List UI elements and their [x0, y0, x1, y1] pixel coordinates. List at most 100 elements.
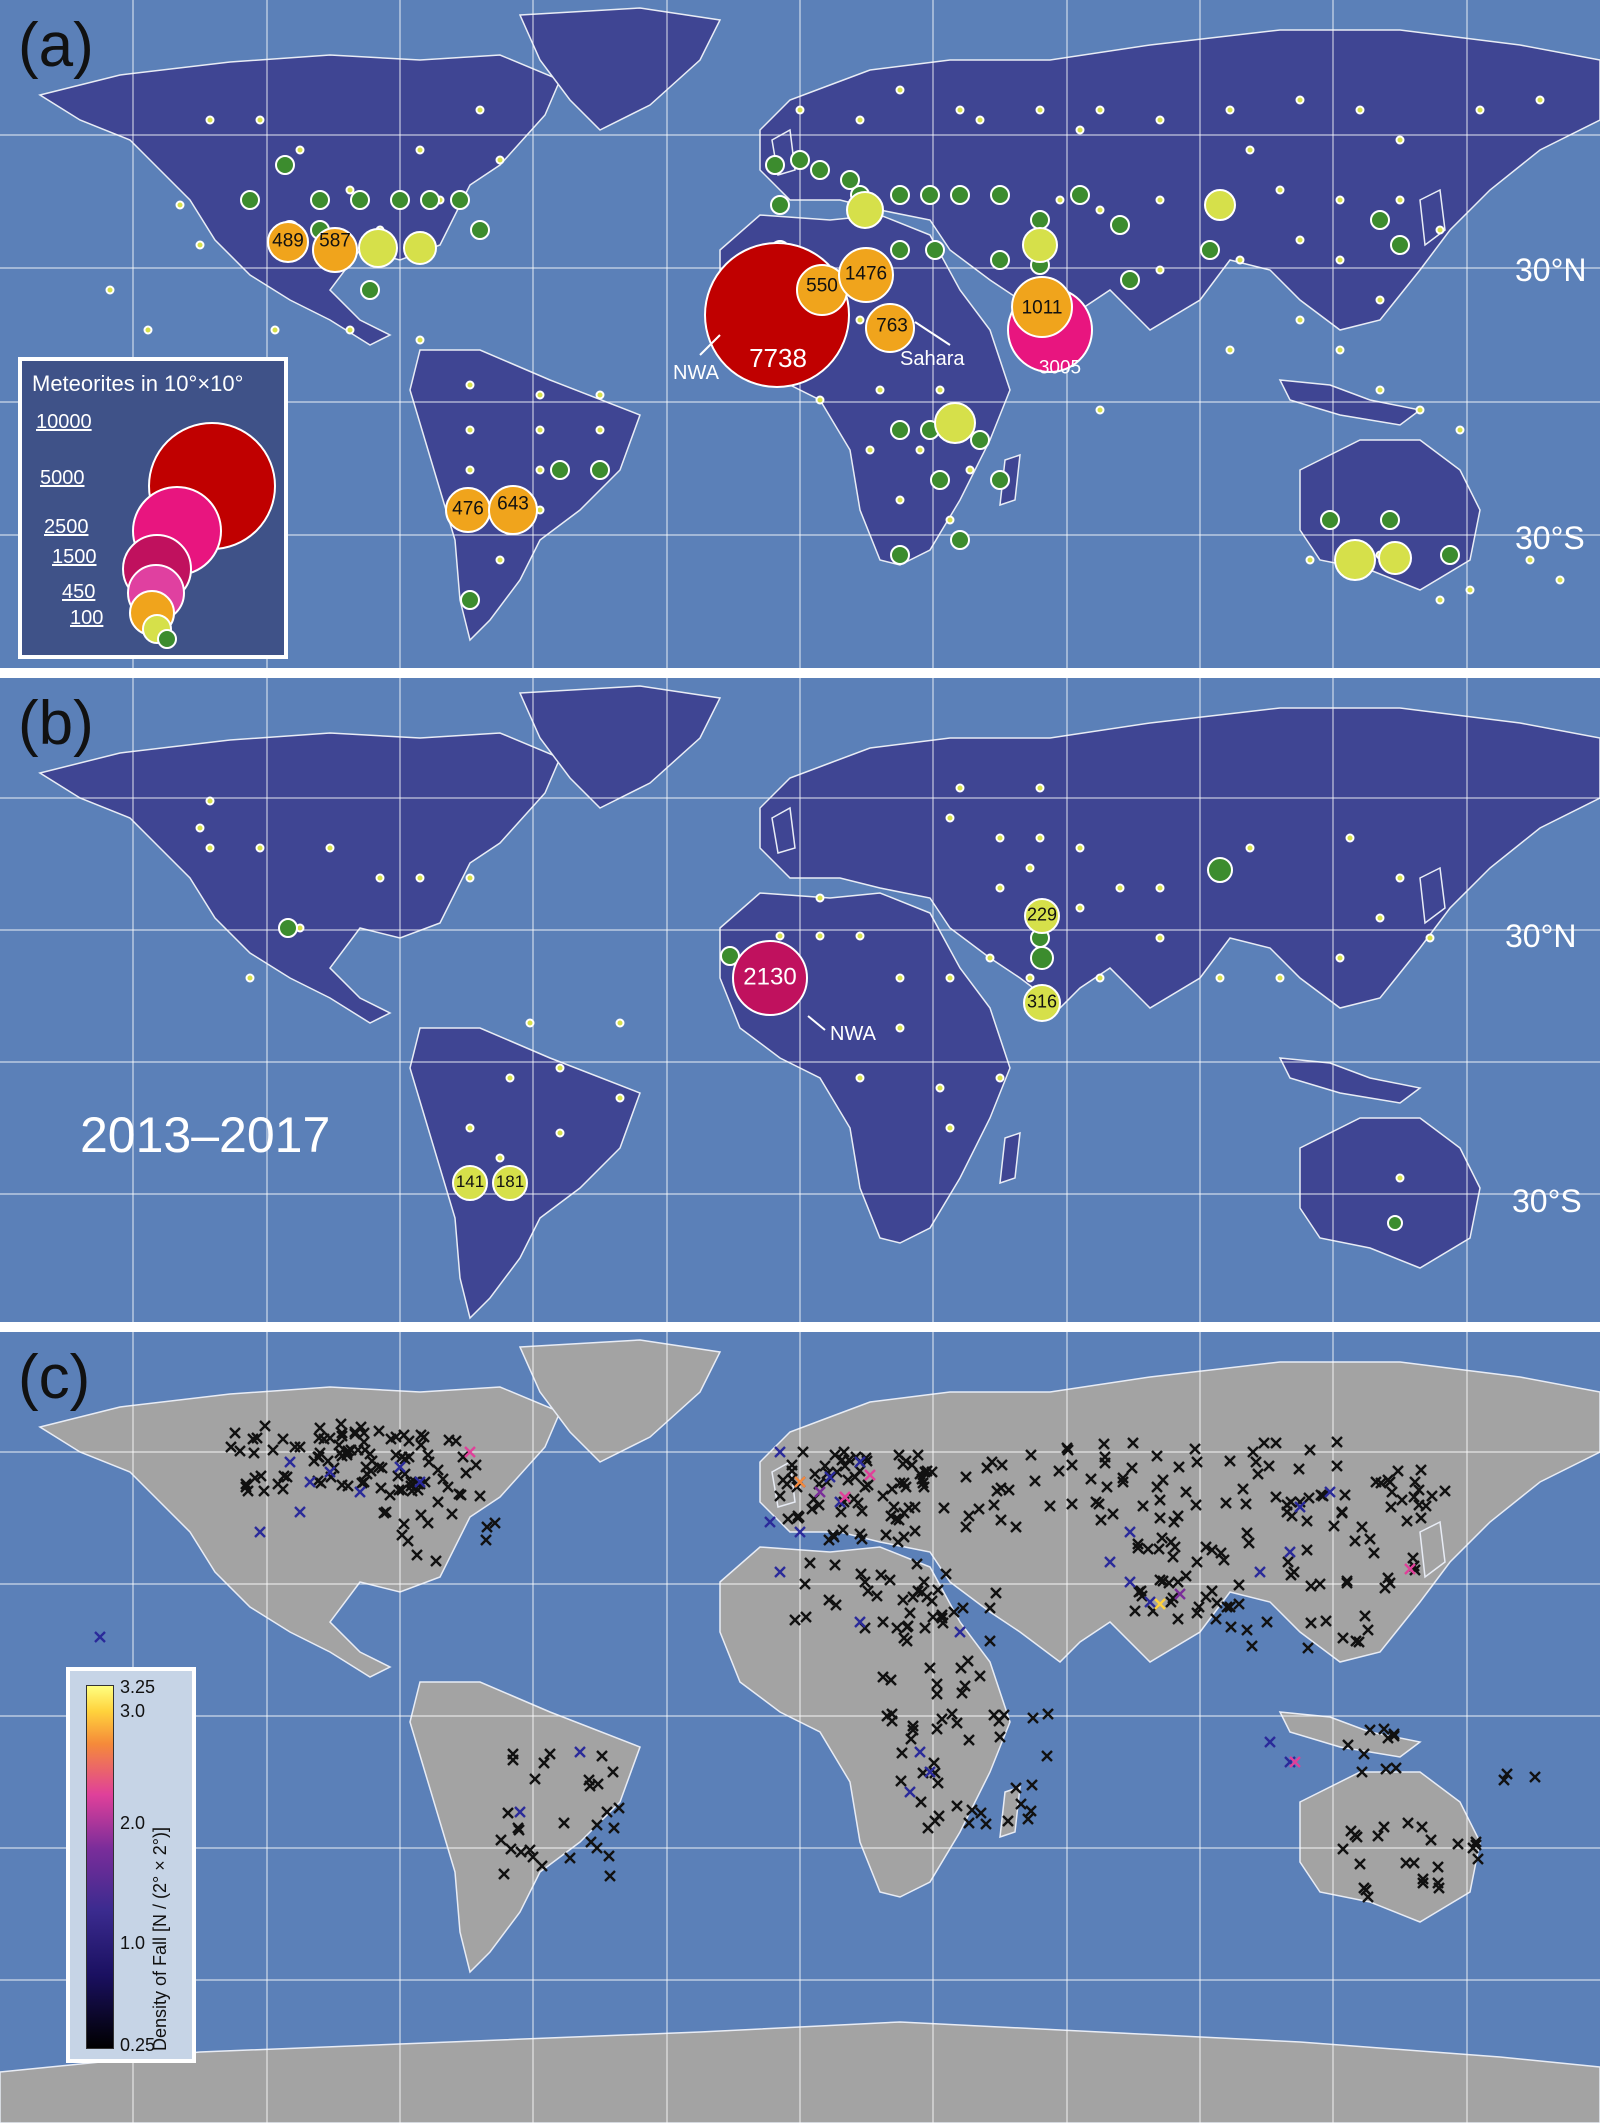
green-dot	[450, 190, 470, 210]
fall-marker	[1129, 1605, 1141, 1617]
fall-marker	[1258, 1437, 1270, 1449]
australia	[1299, 1117, 1481, 1269]
small-dot	[1395, 873, 1405, 883]
fall-marker	[973, 1503, 985, 1515]
fall-marker	[897, 1594, 909, 1606]
fall-marker	[365, 1465, 377, 1477]
fall-marker	[1172, 1613, 1184, 1625]
small-dot	[1275, 973, 1285, 983]
small-dot	[595, 390, 605, 400]
fall-marker	[1425, 1834, 1437, 1846]
small-dot	[615, 1018, 625, 1028]
small-dot	[1075, 903, 1085, 913]
fall-marker	[974, 1670, 986, 1682]
fall-marker	[1388, 1728, 1400, 1740]
panel-label-a: (a)	[18, 11, 94, 80]
fall-marker	[596, 1750, 608, 1762]
fall-marker	[838, 1446, 850, 1458]
fall-marker	[315, 1477, 327, 1489]
fall-marker	[1388, 1730, 1400, 1742]
fall-marker	[877, 1490, 889, 1502]
fall-marker	[963, 1817, 975, 1829]
fall-marker	[277, 1483, 289, 1495]
fall-marker	[855, 1568, 867, 1580]
fall-marker	[399, 1453, 411, 1465]
fall-marker	[1127, 1437, 1139, 1449]
fall-marker	[860, 1452, 872, 1464]
fall-marker	[960, 1521, 972, 1533]
fall-marker	[254, 1526, 266, 1538]
colorbar-tick: 3.0	[120, 1701, 146, 1721]
small-dot	[1075, 843, 1085, 853]
green-dot	[990, 185, 1010, 205]
bubble	[838, 247, 894, 303]
fall-marker	[1168, 1516, 1180, 1528]
green-dot	[810, 160, 830, 180]
small-dot	[855, 931, 865, 941]
fall-marker	[574, 1746, 586, 1758]
small-dot	[143, 325, 153, 335]
fall-marker	[258, 1485, 270, 1497]
fall-marker	[1200, 1541, 1212, 1553]
fall-marker	[1215, 1547, 1227, 1559]
fall-marker	[446, 1508, 458, 1520]
fall-marker	[1289, 1756, 1301, 1768]
fall-marker	[1132, 1542, 1144, 1554]
fall-marker	[1003, 1484, 1015, 1496]
fall-marker	[800, 1611, 812, 1623]
fall-marker	[1415, 1464, 1427, 1476]
fall-marker	[529, 1773, 541, 1785]
bubble	[403, 231, 437, 265]
fall-marker	[1151, 1450, 1163, 1462]
fall-marker	[251, 1432, 263, 1444]
fall-marker	[1154, 1494, 1166, 1506]
fall-marker	[1432, 1861, 1444, 1873]
fall-marker	[373, 1425, 385, 1437]
annotation-lines	[807, 1015, 826, 1031]
green-dot	[275, 155, 295, 175]
fall-marker	[809, 1468, 821, 1480]
fall-marker	[396, 1484, 408, 1496]
fall-marker	[1375, 1477, 1387, 1489]
bubble-label: 316	[1027, 991, 1057, 1011]
fall-marker	[354, 1486, 366, 1498]
fall-marker	[564, 1852, 576, 1864]
fall-marker	[848, 1493, 860, 1505]
lat-label-south: 30°S	[1515, 520, 1585, 556]
small-dot	[935, 385, 945, 395]
fall-marker	[898, 1507, 910, 1519]
fall-marker	[457, 1451, 469, 1463]
fall-marker	[893, 1449, 905, 1461]
fall-marker	[1025, 1449, 1037, 1461]
fall-marker	[375, 1482, 387, 1494]
small-dot	[375, 873, 385, 883]
fall-marker	[411, 1549, 423, 1561]
fall-marker	[842, 1474, 854, 1486]
fall-marker	[1117, 1476, 1129, 1488]
fall-marker	[829, 1559, 841, 1571]
fall-marker	[1356, 1766, 1368, 1778]
small-dot	[1055, 195, 1065, 205]
fall-marker	[928, 1757, 940, 1769]
fall-marker	[1124, 1576, 1136, 1588]
fall-marker	[991, 1485, 1003, 1497]
fall-marker	[835, 1506, 847, 1518]
fall-marker	[527, 1851, 539, 1863]
small-dot	[1375, 913, 1385, 923]
small-dot	[995, 1073, 1005, 1083]
small-dot	[1455, 425, 1465, 435]
fall-marker	[1240, 1498, 1252, 1510]
small-dot	[1305, 555, 1315, 565]
madagascar	[999, 1131, 1021, 1185]
fall-marker	[854, 1456, 866, 1468]
fall-marker	[799, 1578, 811, 1590]
green-dot	[240, 190, 260, 210]
japan	[1419, 1520, 1446, 1579]
fall-marker	[474, 1490, 486, 1502]
bubble-label: 7738	[749, 343, 807, 373]
small-dot	[465, 1123, 475, 1133]
fall-marker	[514, 1806, 526, 1818]
fall-marker	[880, 1529, 892, 1541]
fall-marker	[443, 1434, 455, 1446]
fall-marker	[1136, 1590, 1148, 1602]
